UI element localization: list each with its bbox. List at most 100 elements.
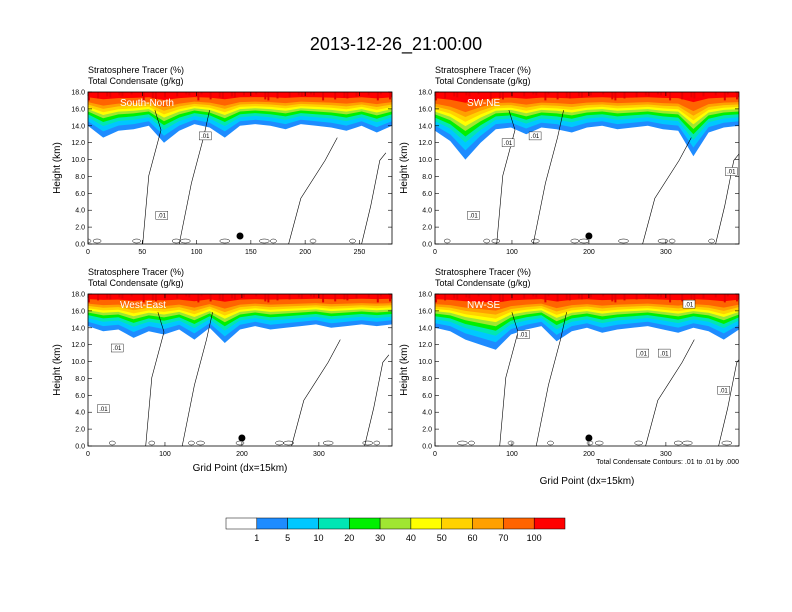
condensate-contour-1	[145, 312, 165, 446]
tracer-streak	[200, 294, 203, 297]
tracer-streak	[230, 92, 233, 97]
tracer-streak	[218, 92, 221, 98]
condensate-blob	[373, 440, 381, 446]
figure-title: 2013-12-26_21:00:00	[310, 34, 482, 55]
tracer-streak	[264, 294, 267, 302]
x-tick-label: 200	[236, 451, 248, 458]
x-tick-label: 200	[299, 249, 311, 256]
tracer-streak	[723, 294, 726, 303]
tracer-streak	[577, 294, 580, 299]
tracer-streak	[218, 294, 221, 300]
colorbar-segment-5	[349, 517, 381, 530]
tracer-streak	[185, 294, 188, 297]
plot-frame	[434, 293, 740, 447]
tracer-streak	[106, 294, 109, 299]
colorbar-label-6: 40	[406, 533, 416, 543]
tracer-streak	[209, 92, 212, 100]
tracer-streak	[736, 294, 738, 302]
tracer-streak	[498, 92, 501, 99]
colorbar-label-1: 1	[254, 533, 259, 543]
contour-label-text: .01	[504, 141, 513, 147]
condensate-contour-3	[288, 137, 338, 244]
condensate-blob	[547, 440, 554, 446]
location-marker	[238, 434, 246, 442]
tracer-streak	[97, 294, 100, 301]
tracer-streak	[544, 294, 547, 303]
contour-label-box	[97, 404, 110, 413]
colorbar-segment-11	[533, 517, 566, 530]
condensate-blob	[457, 440, 468, 446]
tracer-streak	[142, 294, 145, 303]
tracer-streak	[669, 294, 672, 303]
header-line-1: Stratosphere Tracer (%)	[88, 65, 184, 75]
y-tick-label: 6.0	[422, 191, 432, 198]
tracer-streak	[343, 294, 346, 300]
condensate-blob	[132, 238, 141, 244]
x-axis-label: Grid Point (dx=15km)	[193, 463, 288, 474]
condensate-blob	[309, 238, 317, 244]
contour-label-text: .01	[639, 351, 648, 357]
tracer-streak	[723, 92, 726, 101]
tracer-streak	[151, 92, 154, 99]
tracer-streak	[702, 92, 705, 97]
tracer-streak	[118, 294, 121, 298]
condensate-blob	[682, 440, 693, 446]
contour-label-3: .01	[636, 348, 649, 358]
tracer-streak	[109, 294, 112, 300]
tracer-streak	[501, 92, 504, 100]
y-tick-label: 8.0	[422, 376, 432, 383]
tracer-streak	[547, 92, 550, 95]
y-tick-label: 8.0	[75, 174, 85, 181]
location-marker	[585, 232, 593, 240]
plot-frame	[87, 293, 393, 447]
tracer-streak	[477, 294, 480, 297]
x-tick-label: 200	[583, 249, 595, 256]
y-axis-label: Height (km)	[399, 142, 410, 194]
y-tick-label: 0.0	[75, 242, 85, 249]
tracer-streak	[255, 294, 258, 297]
x-tick-label: 200	[583, 451, 595, 458]
tracer-streak	[602, 294, 605, 297]
tracer-streak	[367, 92, 370, 96]
y-tick-label: 4.0	[75, 208, 85, 215]
contour-label-text: .01	[158, 214, 167, 220]
tracer-streak	[313, 92, 315, 96]
tracer-streak	[611, 92, 614, 100]
y-tick-label: 16.0	[71, 106, 85, 113]
header-line-1: Stratosphere Tracer (%)	[435, 65, 531, 75]
condensate-contour-2	[532, 110, 564, 244]
condensate-blob	[507, 440, 515, 446]
tracer-streak	[109, 92, 112, 98]
colorbar-segment-6	[379, 517, 412, 530]
tracer-streak	[300, 294, 303, 299]
y-tick-label: 2.0	[75, 225, 85, 232]
tracer-streak	[453, 92, 456, 97]
tracer-streak	[565, 294, 568, 300]
colorbar-segment-2	[256, 517, 288, 530]
tracer-streak	[444, 294, 447, 301]
tracer-streak	[489, 92, 492, 101]
tracer-streak	[660, 294, 662, 298]
tracer-streak	[556, 92, 559, 100]
panel-4: .01 .01 .01 .01 .01 NW-SE Stratosphere Tracer …	[399, 267, 740, 487]
tracer-streak	[644, 92, 647, 96]
tracer-streak	[453, 294, 456, 299]
x-tick-label: 300	[660, 249, 672, 256]
y-tick-label: 18.0	[71, 90, 85, 97]
contour-label-text: .01	[201, 134, 210, 140]
tracer-streak	[656, 92, 659, 95]
tracer-streak	[309, 294, 312, 297]
tracer-streak	[568, 294, 571, 301]
x-tick-label: 0	[433, 249, 437, 256]
contour-label-2: .01	[155, 211, 169, 220]
tracer-streak	[197, 294, 200, 303]
tracer-streak	[376, 92, 379, 101]
tracer-streak	[468, 294, 471, 299]
contour-note: Total Condensate Contours: .01 to .01 by…	[596, 459, 739, 466]
condensate-blob	[219, 238, 231, 244]
contour-label-1: .01	[528, 131, 542, 140]
tracer-streak	[544, 92, 547, 101]
tracer-streak	[288, 92, 291, 98]
y-tick-label: 4.0	[422, 208, 432, 215]
condensate-blob	[349, 238, 356, 244]
